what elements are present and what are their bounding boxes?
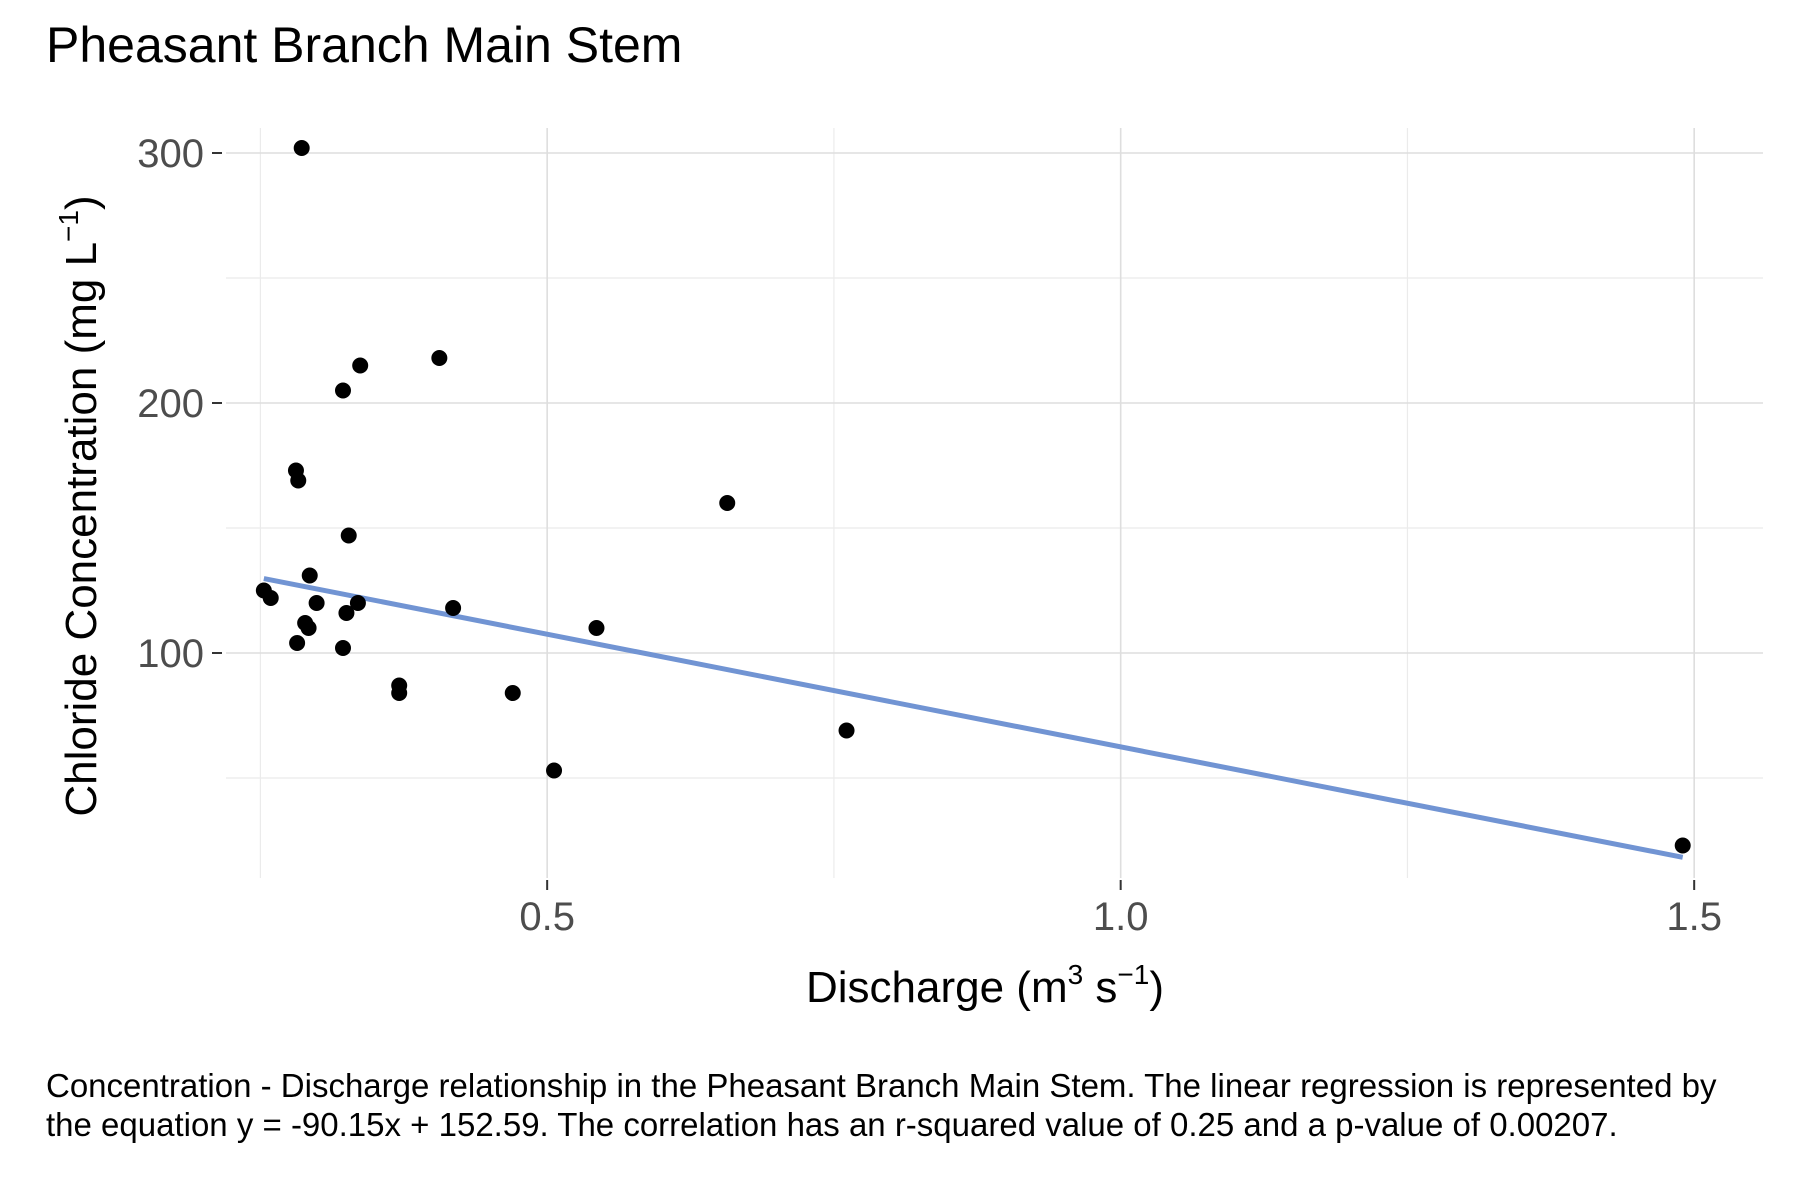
y-tick-label-0: 100	[137, 632, 204, 676]
regression-line	[263, 576, 1684, 860]
chart-title: Pheasant Branch Main Stem	[46, 17, 682, 73]
data-point-8	[301, 567, 318, 584]
data-point-2	[352, 357, 369, 374]
minor-gridlines	[226, 128, 1763, 878]
y-axis-label-sup: −1	[53, 210, 84, 242]
data-point-11	[308, 595, 325, 611]
x-axis-label-middle: s	[1083, 963, 1117, 1012]
data-point-10	[262, 590, 279, 606]
data-point-3	[334, 382, 351, 399]
x-axis-label-prefix: Discharge (m	[806, 963, 1068, 1012]
data-point-7	[340, 527, 357, 544]
y-axis: 100 200 300	[137, 132, 222, 676]
data-point-17	[588, 620, 605, 636]
data-point-6	[719, 495, 736, 511]
data-point-21	[391, 685, 408, 701]
data-point-12	[349, 595, 366, 611]
x-axis: 0.5 1.0 1.5	[519, 880, 1722, 939]
y-tick-label-1: 200	[137, 382, 204, 426]
data-point-25	[1674, 837, 1691, 854]
data-point-13	[445, 600, 462, 616]
regression-layer	[263, 576, 1684, 860]
data-point-14	[338, 605, 355, 621]
y-axis-label: Chloride Concentration (mg L−1)	[53, 195, 106, 816]
y-axis-label-prefix: Chloride Concentration (mg L	[57, 242, 106, 817]
scatter-points	[255, 140, 1691, 854]
data-point-1	[431, 350, 448, 366]
data-point-18	[289, 635, 306, 651]
x-axis-label-sup1: 3	[1068, 959, 1084, 990]
figure-caption: Concentration - Discharge relationship i…	[46, 1067, 1717, 1143]
data-point-16	[300, 620, 317, 636]
x-tick-label-0: 0.5	[519, 895, 575, 939]
major-gridlines	[226, 128, 1763, 878]
data-point-0	[293, 140, 310, 156]
x-axis-label: Discharge (m3 s−1)	[806, 959, 1164, 1012]
x-axis-label-sup2: −1	[1117, 959, 1149, 990]
data-point-22	[504, 685, 521, 701]
data-point-23	[838, 722, 855, 739]
x-axis-label-suffix: )	[1149, 963, 1164, 1012]
x-tick-label-2: 1.5	[1666, 895, 1722, 939]
data-point-19	[334, 640, 351, 656]
y-axis-label-suffix: )	[57, 195, 106, 210]
data-point-5	[290, 472, 307, 489]
x-tick-label-1: 1.0	[1093, 895, 1149, 939]
data-point-24	[546, 762, 563, 779]
y-tick-label-2: 300	[137, 132, 204, 176]
